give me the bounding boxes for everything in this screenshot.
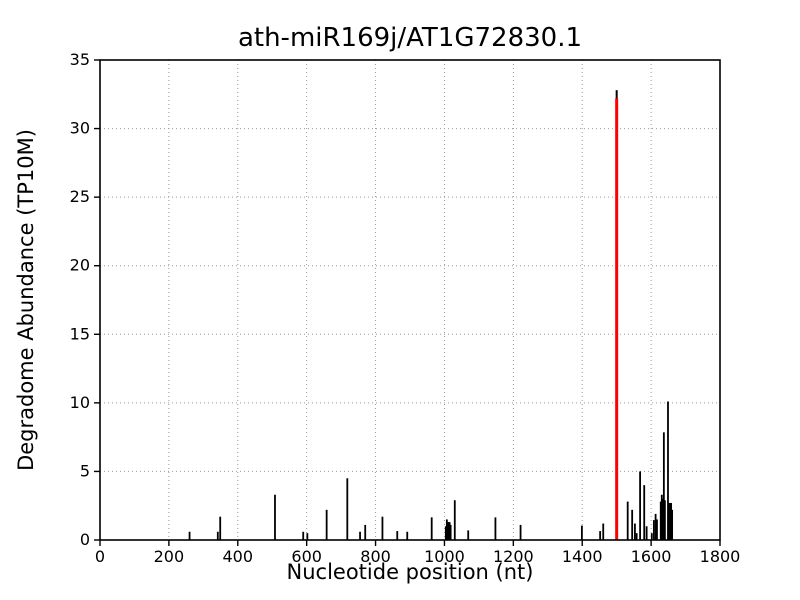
- degradome-bar: [396, 531, 399, 540]
- degradome-bar: [660, 494, 663, 540]
- x-tick-label: 1400: [562, 547, 603, 566]
- degradome-bar: [635, 533, 638, 540]
- degradome-bar: [430, 517, 433, 540]
- degradome-bar: [662, 432, 665, 540]
- degradome-bar: [519, 524, 522, 540]
- x-tick-label: 400: [223, 547, 254, 566]
- y-tick-label: 0: [80, 530, 90, 549]
- degradome-bar: [364, 524, 367, 540]
- x-tick-label: 0: [95, 547, 105, 566]
- y-tick-label: 10: [70, 393, 90, 412]
- degradome-bars: [188, 401, 674, 540]
- degradome-bar: [494, 517, 497, 540]
- plot-border: [99, 59, 721, 541]
- degradome-bar: [654, 513, 657, 540]
- y-tick-label: 35: [70, 50, 90, 69]
- degradome-bar: [599, 531, 602, 540]
- x-tick-label: 1600: [631, 547, 672, 566]
- x-tick-label: 1800: [700, 547, 741, 566]
- degradome-bar: [669, 502, 671, 540]
- cleavage-site-red-bar: [615, 98, 619, 541]
- degradome-bar: [645, 526, 648, 540]
- degradome-bar: [302, 531, 305, 540]
- degradome-bar: [446, 522, 449, 540]
- degradome-bar: [652, 520, 655, 540]
- degradome-bar: [670, 502, 672, 540]
- x-tick-label: 800: [360, 547, 391, 566]
- degradome-bar: [467, 530, 470, 540]
- degradome-bar: [274, 494, 276, 540]
- degradome-bar: [580, 525, 583, 540]
- plot-title: ath-miR169j/AT1G72830.1: [237, 23, 583, 53]
- degradome-bar: [216, 531, 219, 540]
- degradome-bar: [306, 533, 309, 540]
- degradome-bar: [667, 401, 669, 540]
- degradome-bar: [639, 471, 641, 540]
- degradome-bar: [325, 509, 328, 540]
- degradome-bar: [631, 509, 634, 540]
- degradome-bar: [661, 498, 664, 540]
- y-tick-label: 25: [70, 187, 90, 206]
- y-tick-label: 15: [70, 324, 90, 343]
- degradome-bar: [453, 500, 456, 540]
- degradome-bar: [444, 526, 447, 540]
- degradome-bar: [626, 501, 629, 540]
- degradome-bar: [449, 524, 452, 540]
- degradome-bar: [671, 509, 674, 540]
- degradome-bar: [346, 478, 349, 540]
- x-tick-label: 1000: [424, 547, 465, 566]
- x-tick-label: 200: [154, 547, 185, 566]
- y-tick-label: 20: [70, 256, 90, 275]
- degradome-bar: [448, 522, 451, 540]
- x-tick-label: 1200: [493, 547, 534, 566]
- x-axis-ticks: [99, 540, 721, 546]
- degradome-bar: [650, 533, 653, 540]
- x-tick-label: 600: [291, 547, 322, 566]
- y-tick-label: 30: [70, 119, 90, 138]
- y-tick-labels: 0 5 10 15 20 25 30 35: [70, 50, 90, 549]
- degradome-bar: [381, 516, 384, 540]
- x-tick-labels: 0 200 400 600 800 1000 1200 1400 1600 1800: [95, 547, 740, 566]
- cleavage-site-bar: [615, 90, 619, 541]
- degradome-bar: [406, 531, 409, 540]
- degradome-bar: [656, 519, 658, 540]
- x-axis-label: Nucleotide position (nt): [286, 560, 534, 584]
- degradome-bar: [602, 523, 605, 540]
- degradome-bar: [634, 523, 636, 540]
- y-axis-label-text: Degradome Abundance (TP10M): [14, 129, 38, 471]
- degradome-bar: [659, 501, 662, 540]
- degradome-bar: [445, 519, 448, 540]
- degradome-bar: [219, 516, 222, 540]
- degradome-bar: [643, 485, 646, 540]
- y-axis-ticks: [94, 59, 100, 541]
- degradome-bar: [188, 531, 191, 540]
- y-tick-label: 5: [80, 461, 90, 480]
- degradome-bar: [359, 531, 361, 540]
- degradome-bar: [668, 502, 670, 540]
- grid-lines: [99, 59, 721, 541]
- degradome-bar: [663, 500, 666, 540]
